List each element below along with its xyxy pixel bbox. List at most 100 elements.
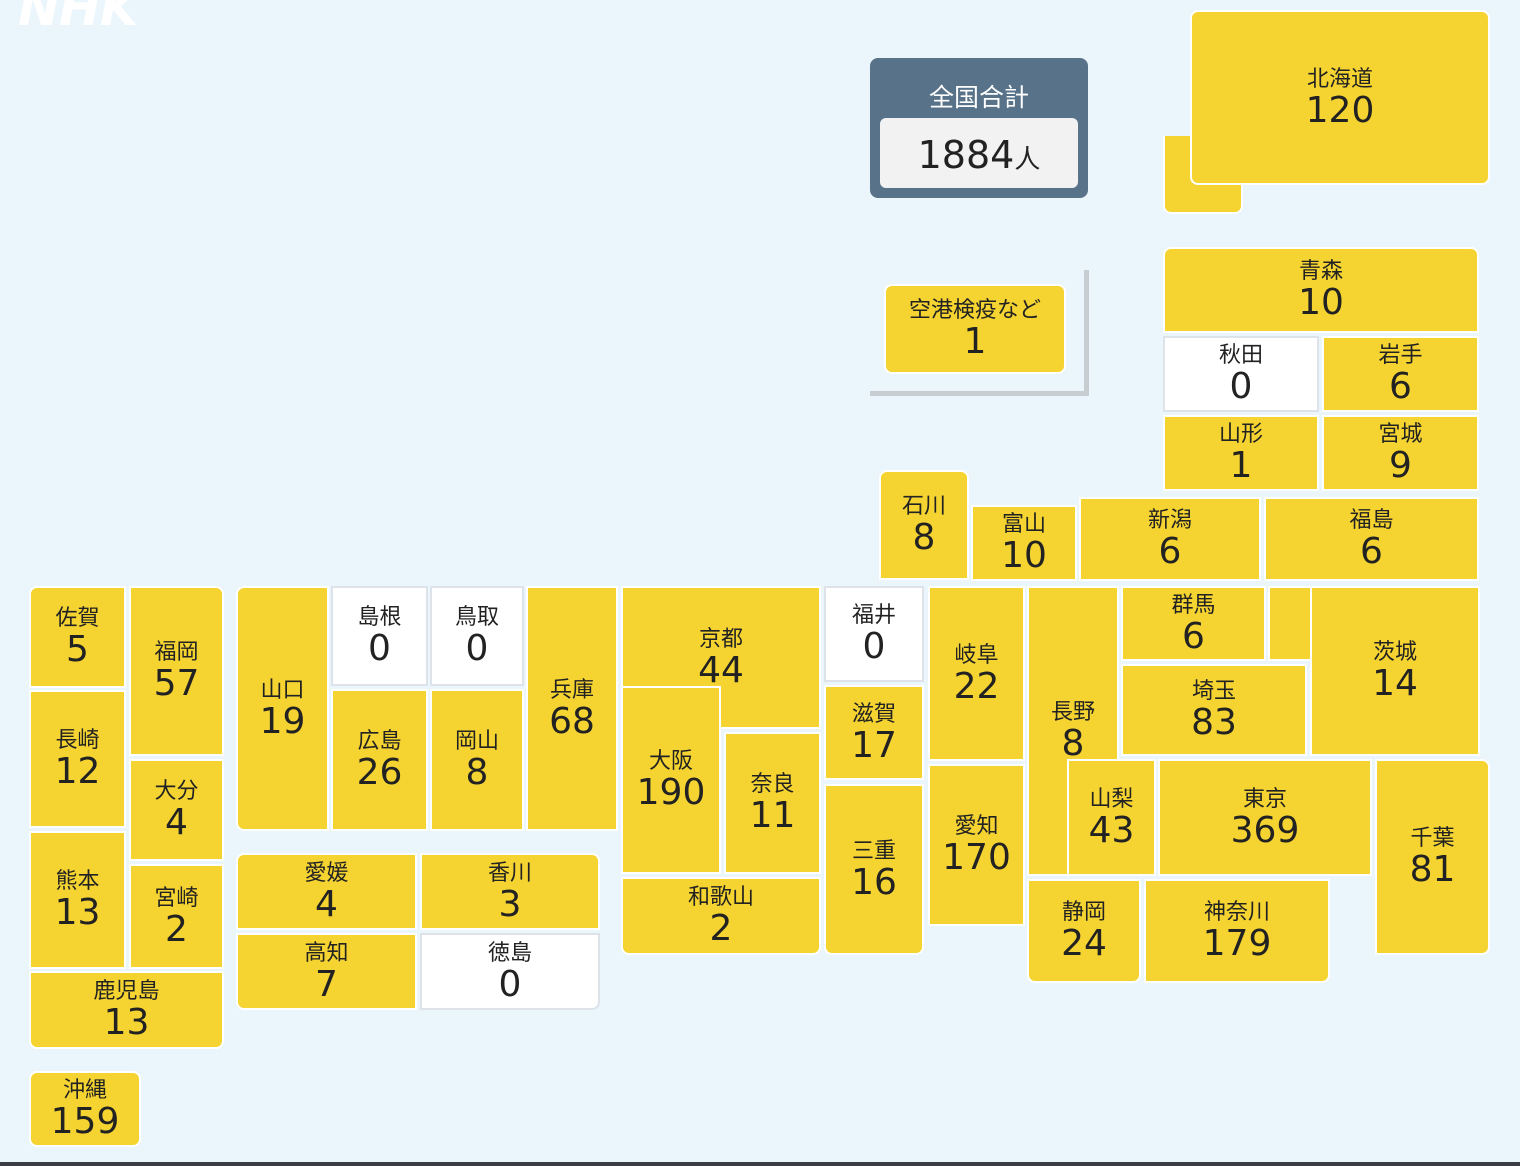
prefecture-wakayama[interactable]: 和歌山 2: [621, 877, 821, 955]
prefecture-name: 空港検疫など: [908, 298, 1041, 323]
prefecture-ibaraki[interactable]: 茨城 14: [1310, 586, 1480, 756]
prefecture-name: 神奈川: [1203, 900, 1270, 925]
airport-box-shadow: [1084, 270, 1089, 396]
airport-box-shadow-bottom: [870, 391, 1089, 396]
prefecture-gunma[interactable]: 群馬 6: [1121, 586, 1266, 661]
prefecture-count: 10: [1001, 535, 1047, 576]
prefecture-name: 大分: [154, 779, 199, 804]
prefecture-name: 愛媛: [304, 860, 349, 886]
prefecture-name: 静岡: [1061, 900, 1106, 925]
prefecture-name: 福井: [851, 603, 896, 628]
prefecture-name: 青森: [1298, 259, 1343, 284]
prefecture-okayama[interactable]: 岡山 8: [430, 689, 524, 831]
prefecture-name: 東京: [1242, 786, 1287, 812]
prefecture-name: 宮城: [1378, 422, 1423, 447]
prefecture-shimane[interactable]: 島根 0: [331, 586, 428, 686]
prefecture-count: 3: [498, 883, 522, 925]
prefecture-yamagata[interactable]: 山形 1: [1163, 415, 1319, 491]
prefecture-shiga[interactable]: 滋賀 17: [824, 685, 924, 780]
prefecture-name: 群馬: [1171, 592, 1216, 618]
prefecture-toyama[interactable]: 富山 10: [971, 505, 1077, 581]
prefecture-kagoshima[interactable]: 鹿児島 13: [29, 971, 224, 1049]
prefecture-name: 熊本: [55, 869, 100, 894]
prefecture-nagasaki[interactable]: 長崎 12: [29, 690, 126, 828]
prefecture-name: 秋田: [1218, 343, 1263, 368]
prefecture-count: 179: [1202, 923, 1272, 964]
prefecture-saga[interactable]: 佐賀 5: [29, 586, 126, 688]
prefecture-count: 83: [1191, 702, 1237, 743]
prefecture-count: 0: [1229, 366, 1253, 407]
prefecture-name: 島根: [357, 605, 402, 630]
prefecture-nara[interactable]: 奈良 11: [724, 732, 821, 874]
prefecture-count: 24: [1061, 923, 1107, 964]
prefecture-name: 長崎: [55, 728, 100, 753]
prefecture-count: 2: [165, 908, 188, 950]
prefecture-yamanashi[interactable]: 山梨 43: [1067, 759, 1156, 876]
prefecture-gifu[interactable]: 岐阜 22: [928, 586, 1025, 761]
prefecture-airport[interactable]: 空港検疫など 1: [884, 284, 1066, 374]
prefecture-count: 1: [963, 321, 987, 362]
prefecture-shizuoka[interactable]: 静岡 24: [1027, 879, 1141, 983]
prefecture-mie[interactable]: 三重 16: [824, 784, 924, 955]
prefecture-oita[interactable]: 大分 4: [129, 759, 224, 861]
prefecture-chiba[interactable]: 千葉 81: [1375, 759, 1490, 955]
prefecture-count: 120: [1305, 89, 1375, 131]
prefecture-tokyo[interactable]: 東京 369: [1158, 759, 1372, 876]
prefecture-count: 4: [315, 883, 338, 925]
prefecture-name: 岡山: [454, 729, 499, 754]
national-total-label: 全国合計: [928, 83, 1029, 112]
prefecture-count: 16: [851, 861, 897, 903]
prefecture-count: 43: [1088, 809, 1135, 851]
prefecture-kumamoto[interactable]: 熊本 13: [29, 831, 126, 969]
prefecture-kagawa[interactable]: 香川 3: [420, 853, 600, 930]
prefecture-count: 14: [1372, 663, 1418, 704]
prefecture-name: 長野: [1050, 700, 1095, 725]
prefecture-hokkaido[interactable]: 北海道 120: [1190, 10, 1490, 185]
prefecture-name: 新潟: [1147, 508, 1192, 533]
prefecture-hiroshima[interactable]: 広島 26: [331, 689, 428, 831]
prefecture-fukui[interactable]: 福井 0: [824, 586, 924, 682]
prefecture-name: 福島: [1349, 508, 1394, 533]
prefecture-aomori[interactable]: 青森 10: [1163, 247, 1479, 333]
prefecture-yamaguchi[interactable]: 山口 19: [236, 586, 329, 831]
prefecture-name: 京都: [698, 626, 743, 652]
prefecture-name: 愛知: [954, 814, 999, 839]
prefecture-fukuoka[interactable]: 福岡 57: [129, 586, 224, 756]
prefecture-name: 広島: [357, 729, 402, 754]
prefecture-miyagi[interactable]: 宮城 9: [1322, 415, 1479, 491]
prefecture-count: 159: [50, 1101, 120, 1142]
prefecture-saitama[interactable]: 埼玉 83: [1121, 664, 1307, 756]
bottom-rule: [0, 1162, 1520, 1166]
prefecture-kanagawa[interactable]: 神奈川 179: [1144, 879, 1330, 983]
prefecture-count: 22: [953, 665, 1000, 707]
prefecture-name: 三重: [851, 838, 896, 864]
prefecture-kochi[interactable]: 高知 7: [236, 933, 417, 1010]
prefecture-ishikawa[interactable]: 石川 8: [879, 470, 969, 580]
prefecture-count: 10: [1298, 282, 1344, 323]
prefecture-osaka[interactable]: 大阪 190: [621, 686, 721, 874]
prefecture-count: 369: [1230, 809, 1300, 851]
prefecture-name: 鳥取: [454, 605, 499, 630]
prefecture-count: 2: [709, 908, 733, 949]
prefecture-name: 千葉: [1410, 826, 1455, 851]
prefecture-count: 6: [1360, 531, 1383, 572]
prefecture-count: 26: [356, 752, 403, 793]
prefecture-count: 6: [1158, 531, 1182, 572]
prefecture-iwate[interactable]: 岩手 6: [1322, 336, 1479, 412]
prefecture-ehime[interactable]: 愛媛 4: [236, 853, 417, 930]
prefecture-hyogo[interactable]: 兵庫 68: [526, 586, 618, 831]
prefecture-okinawa[interactable]: 沖縄 159: [29, 1071, 141, 1147]
prefecture-aichi[interactable]: 愛知 170: [928, 764, 1025, 926]
prefecture-fukushima[interactable]: 福島 6: [1264, 497, 1479, 581]
prefecture-tokushima[interactable]: 徳島 0: [420, 933, 600, 1010]
prefecture-niigata[interactable]: 新潟 6: [1079, 497, 1261, 581]
prefecture-miyazaki[interactable]: 宮崎 2: [129, 864, 224, 969]
prefecture-tottori[interactable]: 鳥取 0: [430, 586, 524, 686]
prefecture-name: 茨城: [1372, 640, 1417, 665]
prefecture-name: 山形: [1218, 422, 1263, 447]
prefecture-name: 山口: [260, 677, 305, 703]
prefecture-count: 1: [1229, 445, 1253, 486]
prefecture-count: 81: [1409, 849, 1456, 890]
prefecture-akita[interactable]: 秋田 0: [1163, 336, 1319, 412]
prefecture-name: 佐賀: [55, 606, 100, 631]
